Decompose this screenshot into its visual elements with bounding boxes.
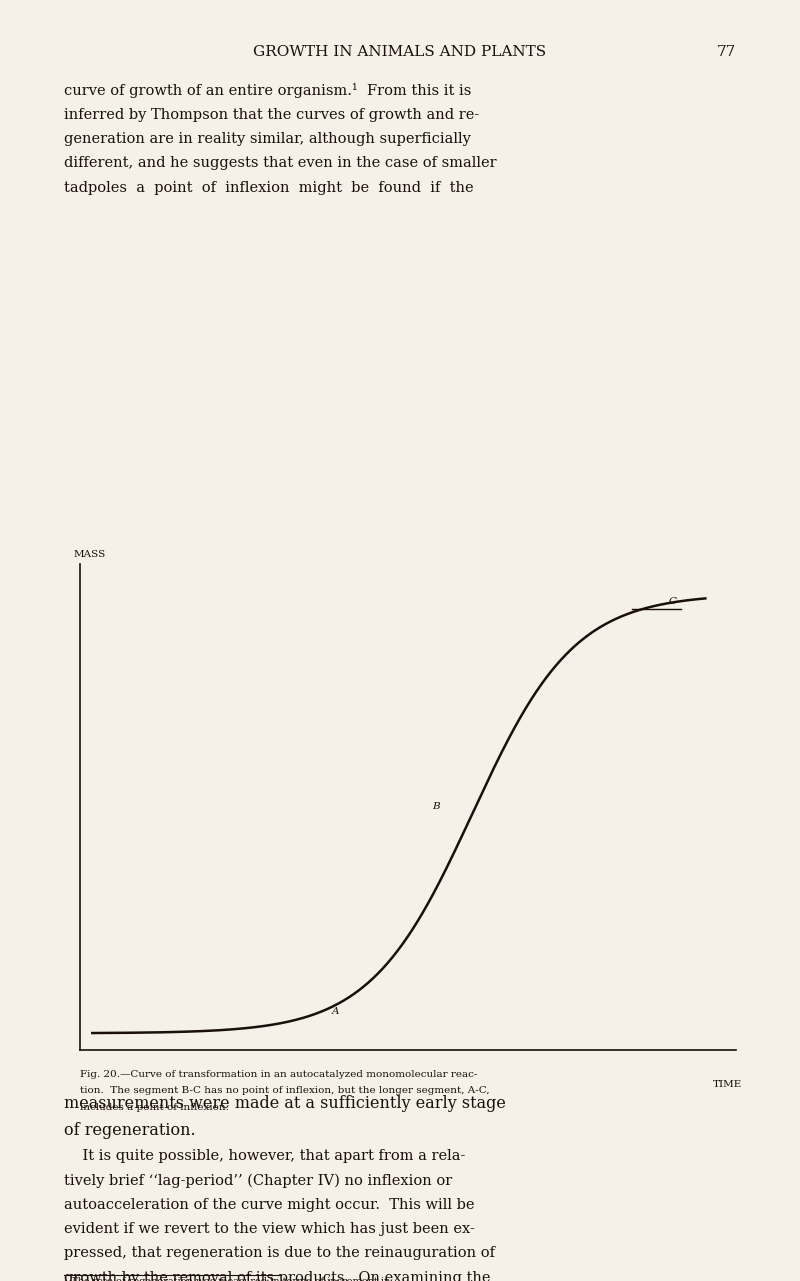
Text: tadpoles  a  point  of  inflexion  might  be  found  if  the: tadpoles a point of inflexion might be f… [64, 181, 474, 195]
Text: It is quite possible, however, that apart from a rela-: It is quite possible, however, that apar… [64, 1149, 466, 1163]
Text: evident if we revert to the view which has just been ex-: evident if we revert to the view which h… [64, 1222, 475, 1236]
Text: B: B [433, 802, 440, 811]
Text: generation are in reality similar, although superficially: generation are in reality similar, altho… [64, 132, 471, 146]
Text: of regeneration.: of regeneration. [64, 1122, 196, 1139]
Text: MASS: MASS [74, 550, 106, 559]
Text: TIME: TIME [714, 1080, 742, 1089]
Text: tion.  The segment B-C has no point of inflexion, but the longer segment, A-C,: tion. The segment B-C has no point of in… [80, 1086, 490, 1095]
Text: autoacceleration of the curve might occur.  This will be: autoacceleration of the curve might occu… [64, 1198, 474, 1212]
Text: curve of growth of an entire organism.¹  From this it is: curve of growth of an entire organism.¹ … [64, 83, 471, 99]
Text: ¹ The rate of regeneration was measured in terms of increment in: ¹ The rate of regeneration was measured … [64, 1277, 390, 1281]
Text: different, and he suggests that even in the case of smaller: different, and he suggests that even in … [64, 156, 497, 170]
Text: GROWTH IN ANIMALS AND PLANTS: GROWTH IN ANIMALS AND PLANTS [254, 45, 546, 59]
Text: A: A [331, 1007, 339, 1016]
Text: 77: 77 [717, 45, 736, 59]
Text: inferred by Thompson that the curves of growth and re-: inferred by Thompson that the curves of … [64, 108, 479, 122]
Text: measurements were made at a sufficiently early stage: measurements were made at a sufficiently… [64, 1095, 506, 1112]
Text: growth by the removal of its products.  On examining the: growth by the removal of its products. O… [64, 1271, 490, 1281]
Text: includes a point of inflexion.: includes a point of inflexion. [80, 1103, 229, 1112]
Text: tively brief ‘‘lag-period’’ (Chapter IV) no inflexion or: tively brief ‘‘lag-period’’ (Chapter IV)… [64, 1173, 452, 1187]
Text: Fig. 20.—Curve of transformation in an autocatalyzed monomolecular reac-: Fig. 20.—Curve of transformation in an a… [80, 1070, 478, 1079]
Text: C: C [669, 597, 677, 606]
Text: pressed, that regeneration is due to the reinauguration of: pressed, that regeneration is due to the… [64, 1246, 495, 1261]
